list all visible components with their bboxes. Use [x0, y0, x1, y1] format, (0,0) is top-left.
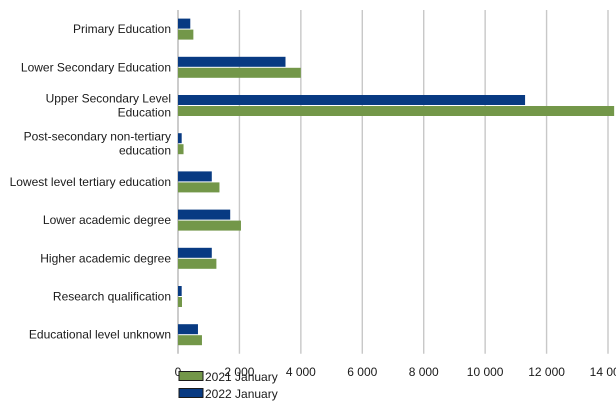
category-label: Educational level unknown [29, 328, 171, 342]
x-tick-label: 10 000 [467, 365, 504, 379]
x-tick-label: 4 000 [286, 365, 316, 379]
bar-2021-january-7 [178, 258, 217, 269]
x-tick-label: 0 [175, 365, 182, 379]
legend-label: 2021 January [205, 370, 278, 384]
x-tick-label: 8 000 [409, 365, 439, 379]
bar-2021-january-9 [178, 335, 202, 346]
category-label: Lower Secondary Education [21, 60, 171, 74]
bar-2022-january-6 [178, 209, 231, 220]
bar-2021-january-5 [178, 182, 220, 193]
category-label: Lower academic degree [43, 213, 171, 227]
bar-2022-january-3 [178, 95, 526, 105]
category-label: Higher academic degree [40, 251, 171, 265]
category-label: Lowest level tertiary education [10, 175, 171, 189]
bar-2022-january-5 [178, 171, 212, 182]
legend-swatch [178, 371, 204, 381]
bar-2021-january-8 [178, 297, 182, 307]
bar-2021-january-3 [178, 106, 615, 116]
category-label: Upper Secondary Level [46, 92, 171, 106]
category-label: Research qualification [53, 290, 171, 304]
bar-2022-january-7 [178, 247, 212, 258]
category-label: Primary Education [73, 22, 171, 36]
category-label: Post-secondary non-tertiary [24, 130, 171, 144]
x-tick-label: 14 000 [590, 365, 616, 379]
legend-label: 2022 January [205, 387, 278, 401]
bar-2022-january-1 [178, 18, 191, 29]
x-tick-labels: 0 2 000 4 000 6 000 8 000 10 000 12 000 14 000 [175, 365, 616, 379]
bar-2021-january-2 [178, 67, 301, 78]
bar-2022-january-4 [178, 133, 182, 144]
bar-2021-january-4 [178, 144, 184, 155]
category-label: Education [118, 106, 171, 120]
legend: 2021 January 2022 January [178, 370, 278, 401]
category-labels: Primary Education Lower Secondary Educati… [10, 22, 172, 342]
bar-2021-january-1 [178, 29, 194, 40]
x-tick-label: 6 000 [347, 365, 377, 379]
x-tick-label: 12 000 [528, 365, 565, 379]
legend-swatch [178, 388, 204, 398]
category-label: education [119, 144, 171, 158]
bar-2021-january-6 [178, 220, 241, 231]
gridlines [177, 10, 609, 354]
bar-2022-january-2 [178, 56, 286, 67]
x-tick-label: 2 000 [224, 365, 254, 379]
bar-2022-january-8 [178, 286, 182, 296]
bar-2022-january-9 [178, 324, 198, 335]
bars [178, 18, 615, 346]
